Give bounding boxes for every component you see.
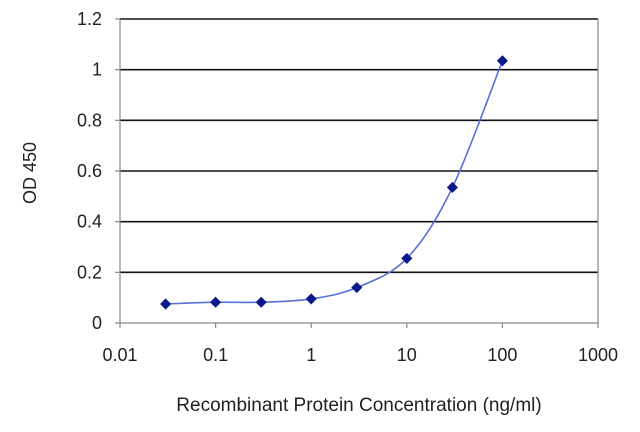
data-point-4 <box>351 281 363 294</box>
data-point-0 <box>160 298 172 310</box>
x-tick-label-0: 0.01 <box>102 345 137 365</box>
data-point-6 <box>446 181 458 194</box>
axis-layer <box>115 18 599 328</box>
series-line-0 <box>165 60 504 305</box>
data-point-5 <box>401 252 413 264</box>
data-point-1 <box>210 296 222 308</box>
data-point-3 <box>305 293 317 305</box>
x-axis-title: Recombinant Protein Concentration (ng/ml… <box>176 395 541 416</box>
x-tick-label-5: 1000 <box>578 345 618 365</box>
x-tick-label-2: 1 <box>306 345 316 365</box>
series-layer <box>160 55 508 310</box>
grid-layer <box>120 18 598 274</box>
data-point-2 <box>255 296 267 308</box>
data-point-7 <box>496 55 508 67</box>
y-tick-label-1: 0.2 <box>77 262 102 282</box>
x-tick-label-1: 0.1 <box>203 345 228 365</box>
y-axis-title: OD 450 <box>20 142 40 204</box>
y-tick-label-2: 0.4 <box>77 212 102 232</box>
x-tick-label-3: 10 <box>397 345 417 365</box>
y-tick-label-3: 0.6 <box>77 161 102 181</box>
tick-label-layer: 0 0.2 0.4 0.6 0.8 1 1.2 0.01 0.1 1 10 100 1000 <box>77 9 618 365</box>
y-tick-label-0: 0 <box>92 313 102 333</box>
y-tick-label-4: 0.8 <box>77 110 102 130</box>
x-tick-label-4: 100 <box>487 345 517 365</box>
y-tick-label-6: 1.2 <box>77 9 102 29</box>
y-tick-label-5: 1 <box>92 60 102 80</box>
